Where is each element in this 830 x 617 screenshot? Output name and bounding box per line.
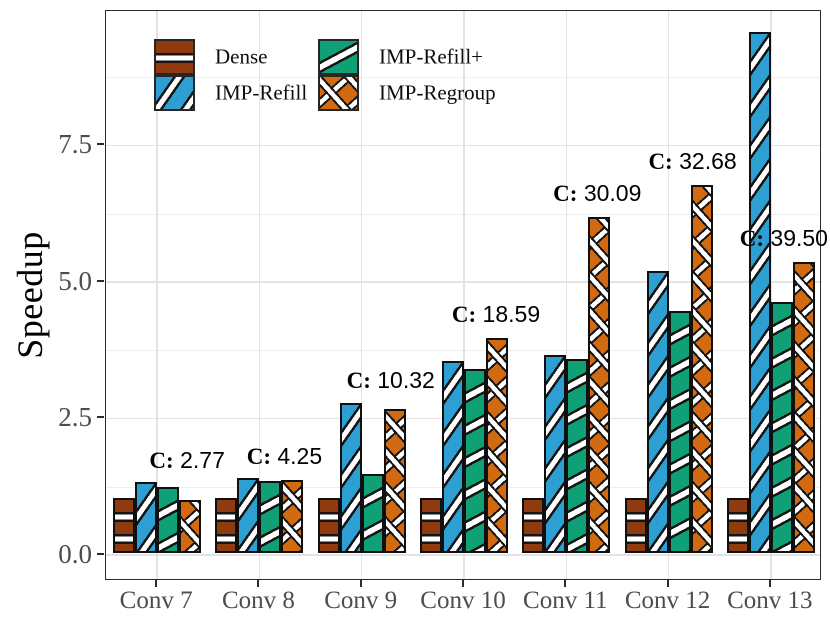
x-tick-mark <box>155 580 158 587</box>
y-tick-mark <box>97 279 104 282</box>
y-tick-label: 0.0 <box>58 539 92 569</box>
legend-label-dense: Dense <box>215 44 268 69</box>
annotation-prefix: C: <box>149 447 174 473</box>
bar-regroup-conv-7 <box>179 500 202 553</box>
bar-regroup-conv-9 <box>383 408 406 553</box>
bar-refillplus-conv-11 <box>566 359 589 553</box>
bar-refillplus-conv-9 <box>361 474 384 553</box>
minor-gridline <box>106 77 820 79</box>
plot-panel: C: 2.77 C: 4.25 C: 10.32 C: 18.59 C: 30.09 C:… <box>105 10 828 580</box>
x-tick-label-conv-13: Conv 13 <box>727 587 813 614</box>
annotation-number: 10.32 <box>370 366 435 393</box>
bar-refillplus-conv-12 <box>668 311 691 553</box>
annotation-number: 2.77 <box>173 446 225 473</box>
bar-dense-conv-13 <box>726 498 749 553</box>
bar-refillplus-conv-7 <box>157 486 180 553</box>
bar-dense-conv-10 <box>420 498 442 553</box>
major-gridline-vertical <box>258 11 261 579</box>
minor-gridline <box>106 350 820 352</box>
annotation-number: 30.09 <box>577 180 642 207</box>
bar-refill-conv-11 <box>544 355 567 553</box>
bar-dense-conv-9 <box>317 498 340 553</box>
major-gridline <box>106 144 820 147</box>
annotation-conv-8: C: 4.25 <box>247 443 322 470</box>
annotation-prefix: C: <box>346 367 371 393</box>
x-tick-label-conv-12: Conv 12 <box>624 587 711 614</box>
legend-label-refill: IMP-Refill <box>215 80 308 105</box>
x-tick-mark <box>666 580 669 587</box>
annotation-prefix: C: <box>739 225 765 251</box>
legend-key-refillplus <box>318 39 359 75</box>
legend-label-refillplus: IMP-Refill+ <box>379 44 484 69</box>
major-gridline <box>106 554 820 556</box>
x-tick-label-conv-7: Conv 7 <box>119 587 193 614</box>
y-tick-label: 7.5 <box>58 129 92 160</box>
bar-refillplus-conv-8 <box>259 480 282 553</box>
bar-refill-conv-10 <box>442 360 464 553</box>
major-gridline-vertical <box>361 11 363 579</box>
annotation-number: 32.68 <box>672 148 737 175</box>
x-tick-mark <box>462 580 464 587</box>
x-tick-mark <box>257 580 260 587</box>
legend-key-regroup <box>318 75 359 111</box>
x-tick-label-conv-8: Conv 8 <box>221 587 295 614</box>
bar-dense-conv-11 <box>522 498 545 553</box>
annotation-prefix: C: <box>451 301 477 327</box>
annotation-number: 4.25 <box>270 442 323 469</box>
bar-refillplus-conv-13 <box>770 301 793 553</box>
x-tick-mark <box>768 580 771 587</box>
x-tick-mark <box>564 580 567 587</box>
annotation-conv-10: C: 18.59 <box>452 301 540 328</box>
annotation-number: 39.50 <box>764 224 828 251</box>
bar-dense-conv-7 <box>113 498 136 553</box>
bar-dense-conv-12 <box>624 498 647 553</box>
annotation-conv-12: C: 32.68 <box>648 148 736 175</box>
bar-refill-conv-13 <box>748 31 771 553</box>
y-tick-mark <box>97 416 104 419</box>
major-gridline-vertical <box>565 11 567 579</box>
annotation-number: 18.59 <box>476 300 541 327</box>
y-tick-mark <box>97 143 104 146</box>
bar-refill-conv-9 <box>339 402 362 553</box>
major-gridline-vertical <box>463 11 465 579</box>
major-gridline <box>106 281 820 283</box>
bar-refillplus-conv-10 <box>464 369 486 553</box>
major-gridline-vertical <box>770 11 772 579</box>
annotation-prefix: C: <box>648 149 673 175</box>
y-tick-label: 2.5 <box>58 402 92 433</box>
annotation-conv-13: C: 39.50 <box>740 225 828 252</box>
legend-key-refill <box>154 75 195 111</box>
bar-regroup-conv-12 <box>690 184 713 553</box>
annotation-conv-11: C: 30.09 <box>553 180 641 207</box>
y-tick-mark <box>97 553 104 555</box>
y-tick-label: 5.0 <box>58 265 92 296</box>
minor-gridline <box>106 213 820 215</box>
bar-refill-conv-12 <box>646 271 669 553</box>
annotation-prefix: C: <box>246 443 271 469</box>
annotation-conv-9: C: 10.32 <box>347 367 435 394</box>
bar-dense-conv-8 <box>215 498 238 553</box>
bar-regroup-conv-10 <box>486 337 508 553</box>
annotation-conv-7: C: 2.77 <box>149 447 224 474</box>
x-tick-label-conv-11: Conv 11 <box>523 587 608 614</box>
legend-label-regroup: IMP-Regroup <box>379 80 496 105</box>
bar-regroup-conv-8 <box>281 479 304 553</box>
legend-key-dense <box>154 39 195 75</box>
x-tick-label-conv-9: Conv 9 <box>324 587 398 614</box>
bar-refill-conv-7 <box>135 482 158 553</box>
bar-regroup-conv-11 <box>588 217 611 553</box>
x-tick-mark <box>359 580 362 587</box>
annotation-prefix: C: <box>553 181 578 207</box>
major-gridline-vertical <box>156 11 158 579</box>
bar-regroup-conv-13 <box>792 261 815 553</box>
x-tick-label-conv-10: Conv 10 <box>420 587 506 614</box>
bar-refill-conv-8 <box>237 478 260 553</box>
